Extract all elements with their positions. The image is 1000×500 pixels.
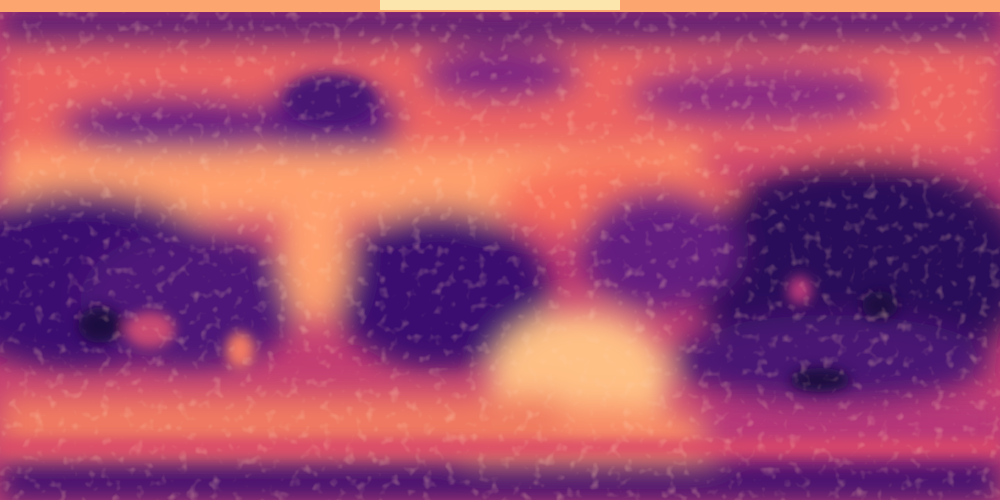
top-edge-highlight: [380, 0, 620, 10]
